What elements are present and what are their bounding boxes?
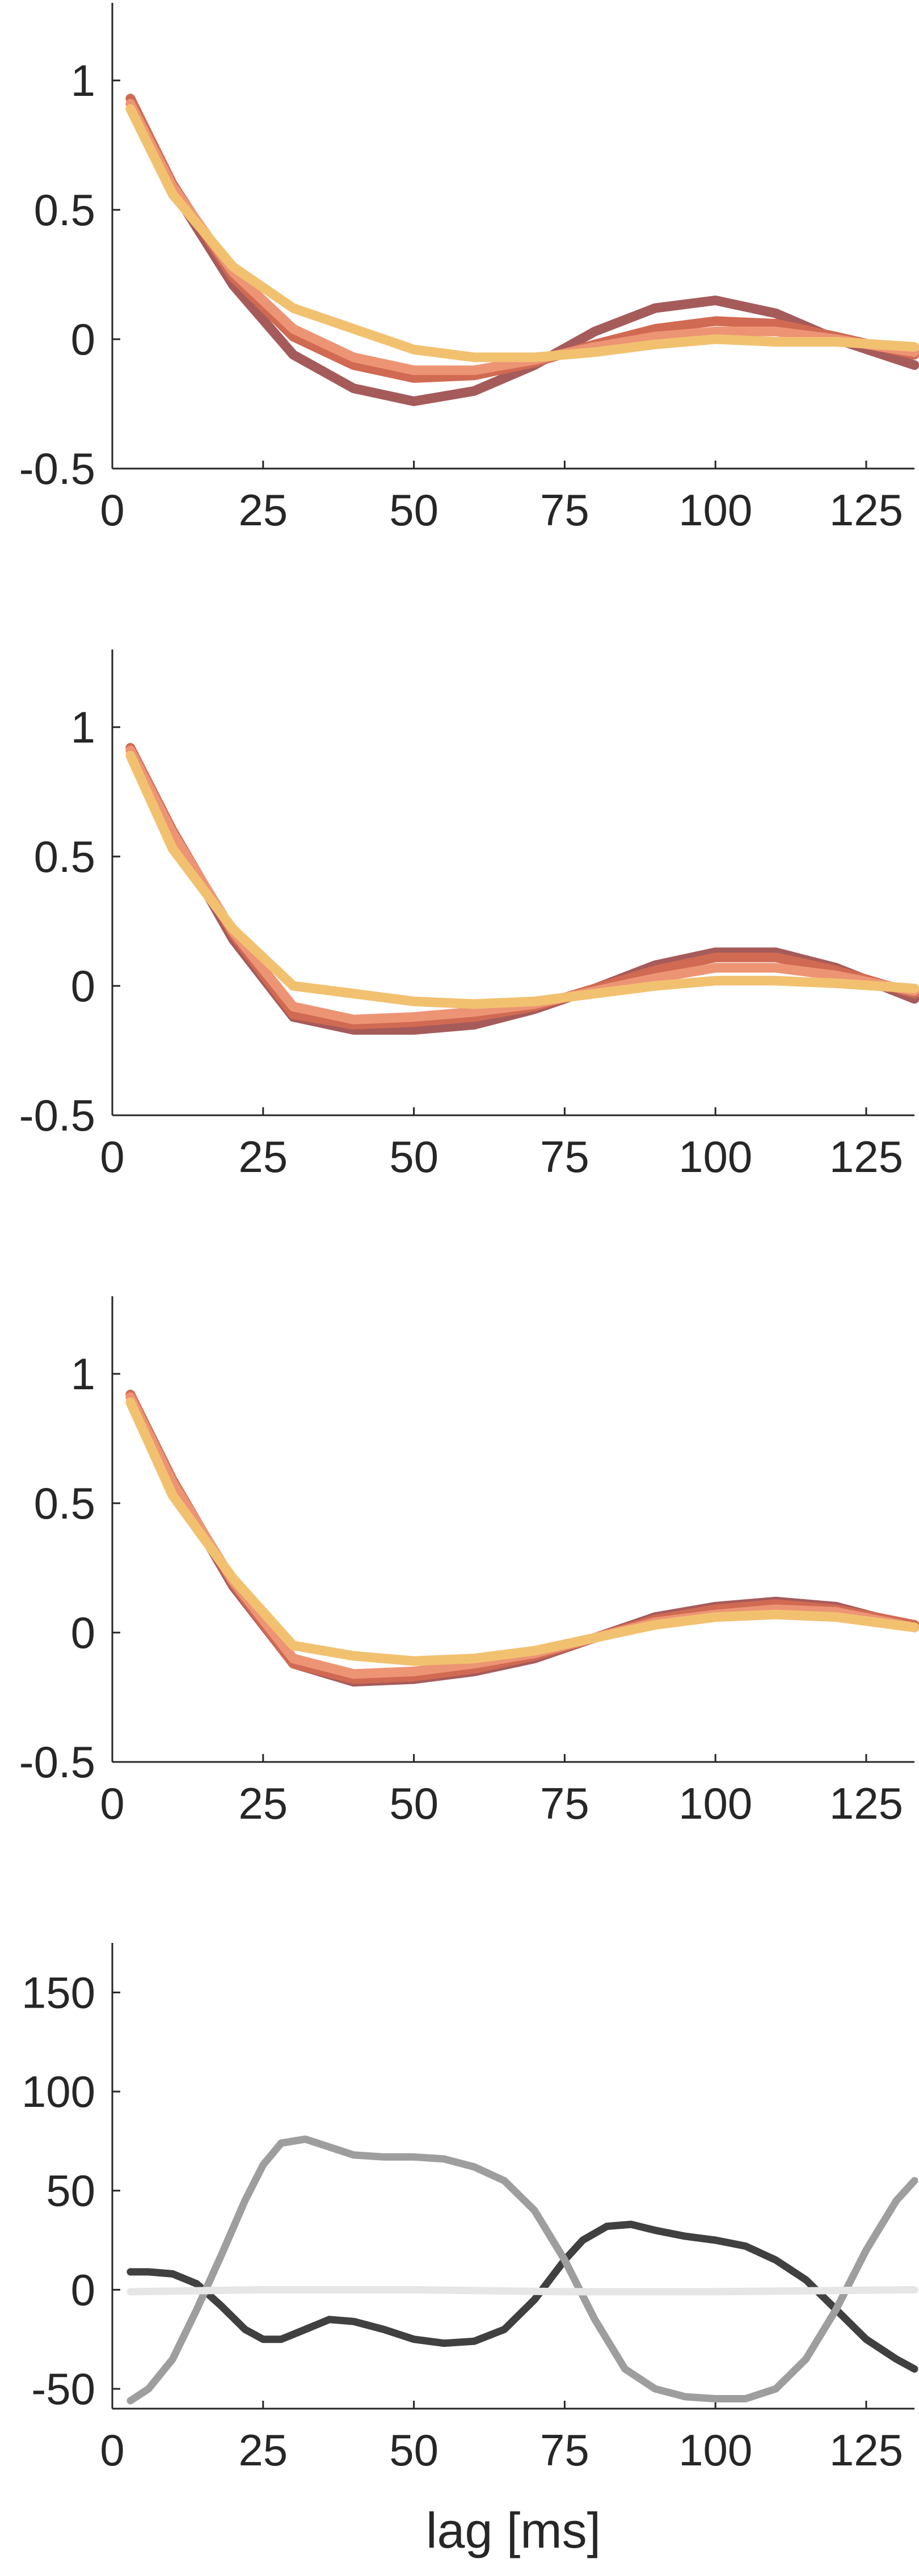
x-tick-label: 75 (540, 485, 589, 535)
x-tick-label: 125 (829, 1778, 903, 1828)
x-tick-label: 50 (389, 1778, 439, 1828)
chart-panel-1: -0.500.510 25 50 75 100 125 (19, 3, 919, 535)
x-axis-title: lag [ms] (426, 2502, 601, 2558)
series-group (125, 743, 919, 1035)
x-tick-label: 25 (238, 1132, 288, 1182)
series-group (125, 94, 919, 406)
series-line-4 (125, 104, 919, 362)
y-tick-label: 0 (71, 314, 95, 364)
series-line-3 (125, 99, 919, 376)
y-tick-label: -50 (31, 2364, 95, 2414)
x-tick-label: 100 (678, 485, 752, 535)
y-tick-label: 150 (22, 1967, 95, 2017)
series-line-1 (127, 2220, 918, 2373)
series-line-4 (125, 751, 919, 1009)
y-tick-label: 1 (71, 56, 95, 106)
x-tick-label: 125 (829, 2425, 903, 2475)
y-tick-label: 50 (46, 2166, 95, 2216)
series-line-3 (125, 1392, 919, 1679)
y-tick-label: -0.5 (19, 444, 95, 494)
chart-panel-2: -0.500.510 25 50 75 100 125 (19, 650, 919, 1182)
x-tick-label: 125 (829, 1132, 903, 1182)
chart-panel-3: -0.500.510 25 50 75 100 125 (19, 1296, 919, 1828)
series-group (125, 1389, 919, 1687)
y-tick-label: 100 (22, 2067, 95, 2117)
x-tick-label: 50 (389, 2425, 439, 2475)
y-tick-label: 1 (71, 1349, 95, 1399)
x-tick-label: 50 (389, 485, 439, 535)
x-tick-label: 100 (678, 1132, 752, 1182)
x-tick-label: 50 (389, 1132, 439, 1182)
x-tick-label: 125 (829, 485, 903, 535)
series-line-1 (125, 94, 919, 406)
series-group (127, 2135, 918, 2405)
x-tick-label: 0 (100, 2425, 124, 2475)
x-tick-label: 0 (100, 1778, 124, 1828)
y-tick-label: -0.5 (19, 1090, 95, 1140)
x-tick-label: 25 (238, 1778, 288, 1828)
x-tick-label: 75 (540, 2425, 589, 2475)
y-tick-label: 0.5 (34, 1478, 95, 1528)
y-tick-label: 0.5 (34, 185, 95, 235)
series-line-4 (125, 1397, 919, 1666)
series-line-1 (125, 743, 919, 1035)
y-tick-label: 0.5 (34, 832, 95, 882)
x-tick-label: 0 (100, 1132, 124, 1182)
y-tick-label: -0.5 (19, 1737, 95, 1787)
x-tick-label: 25 (238, 2425, 288, 2475)
series-line-2 (127, 2135, 918, 2405)
x-tick-label: 75 (540, 1132, 589, 1182)
x-tick-label: 75 (540, 1778, 589, 1828)
y-tick-label: 0 (71, 1608, 95, 1658)
x-tick-label: 100 (678, 2425, 752, 2475)
x-tick-label: 0 (100, 485, 124, 535)
y-tick-label: 0 (71, 961, 95, 1011)
y-tick-label: 0 (71, 2265, 95, 2314)
series-line-1 (125, 1389, 919, 1687)
x-tick-label: 25 (238, 485, 288, 535)
y-tick-label: 1 (71, 702, 95, 752)
x-tick-label: 100 (678, 1778, 752, 1828)
series-line-2 (125, 1389, 919, 1684)
series-line-3 (127, 2286, 918, 2296)
